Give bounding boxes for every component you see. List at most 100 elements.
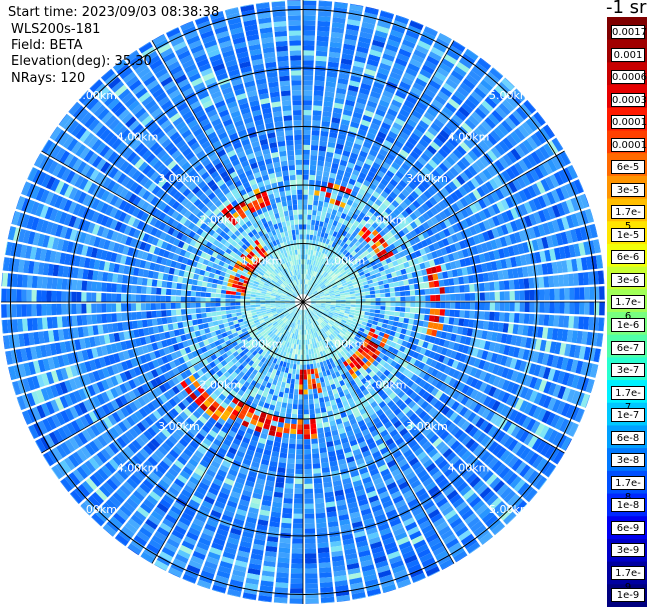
range-gate <box>220 443 230 451</box>
range-gate <box>354 107 364 115</box>
range-gate <box>260 337 266 343</box>
range-gate <box>408 203 417 212</box>
range-gate <box>276 472 285 479</box>
range-gate <box>514 162 525 175</box>
range-gate <box>92 395 101 408</box>
range-gate <box>487 457 499 469</box>
range-gate <box>489 302 495 311</box>
range-gate <box>283 503 293 509</box>
range-gate <box>468 426 479 438</box>
range-gate <box>379 165 388 174</box>
range-gate <box>261 363 267 370</box>
range-gate <box>525 337 532 349</box>
range-gate <box>314 373 320 379</box>
range-gate <box>386 231 394 239</box>
range-gate <box>380 190 389 199</box>
range-gate <box>461 122 473 134</box>
range-gate <box>399 345 406 353</box>
range-gate <box>319 282 324 287</box>
range-gate <box>340 278 346 283</box>
range-gate <box>542 222 551 235</box>
range-gate <box>330 122 340 129</box>
range-gate <box>530 151 542 165</box>
range-gate <box>308 199 313 205</box>
range-gate <box>296 329 299 335</box>
range-gate <box>325 501 336 508</box>
range-gate <box>343 171 352 179</box>
range-gate <box>245 480 255 488</box>
range-gate <box>319 572 332 578</box>
range-gate <box>474 311 480 320</box>
range-gate <box>414 385 423 394</box>
range-gate <box>421 116 432 126</box>
range-gate <box>310 302 316 304</box>
range-gate <box>335 280 341 285</box>
range-gate <box>311 140 319 146</box>
range-gate <box>383 117 394 126</box>
range-gate <box>483 384 492 395</box>
range-gate <box>214 340 221 347</box>
range-gate <box>283 392 289 399</box>
range-gate <box>408 318 414 325</box>
range-gate <box>368 54 381 63</box>
range-gate <box>312 282 317 288</box>
range-gate <box>294 339 298 345</box>
range-gate <box>566 259 573 273</box>
range-gate <box>227 537 240 546</box>
range-gate <box>315 507 326 514</box>
range-gate <box>324 196 330 203</box>
range-gate <box>358 498 369 507</box>
range-gate <box>523 402 533 415</box>
range-gate <box>181 363 189 371</box>
range-gate <box>119 395 129 406</box>
range-gate <box>555 187 565 201</box>
range-gate <box>88 440 100 453</box>
range-gate <box>264 341 270 347</box>
range-gate <box>308 194 314 200</box>
range-gate <box>303 80 313 86</box>
range-gate <box>325 294 331 298</box>
range-gate <box>305 349 309 355</box>
range-gate <box>334 278 340 283</box>
range-gate <box>311 214 316 221</box>
range-gate <box>310 423 317 430</box>
range-gate <box>483 454 495 466</box>
range-gate <box>89 474 102 487</box>
range-gate <box>424 176 434 186</box>
range-gate <box>251 356 258 363</box>
range-gate <box>315 55 327 62</box>
range-gate <box>570 229 578 243</box>
range-gate <box>420 239 428 248</box>
range-gate <box>280 527 292 534</box>
range-gate <box>358 373 365 381</box>
range-gate <box>310 298 316 301</box>
range-gate <box>310 229 314 236</box>
range-gate <box>520 386 529 399</box>
range-gate <box>338 514 350 521</box>
range-gate <box>457 250 465 259</box>
range-gate <box>281 308 287 312</box>
range-gate <box>330 300 336 302</box>
range-gate <box>303 234 306 240</box>
range-gate <box>350 516 362 524</box>
range-gate <box>312 463 321 469</box>
range-gate <box>303 209 308 215</box>
range-gate <box>401 340 408 347</box>
range-gate <box>337 358 343 365</box>
range-gate <box>313 327 317 333</box>
range-gate <box>195 419 205 428</box>
range-gate <box>479 292 485 301</box>
range-gate <box>402 431 412 441</box>
range-gate <box>404 158 414 168</box>
range-gate <box>97 406 107 418</box>
range-gate <box>390 404 399 412</box>
range-gate <box>305 563 317 569</box>
range-gate <box>446 236 454 245</box>
range-gate <box>421 524 434 535</box>
range-gate <box>345 409 353 416</box>
range-gate <box>343 104 354 112</box>
range-gate <box>395 306 401 312</box>
range-gate <box>416 241 424 250</box>
range-gate <box>354 164 362 172</box>
range-gate <box>396 258 403 265</box>
